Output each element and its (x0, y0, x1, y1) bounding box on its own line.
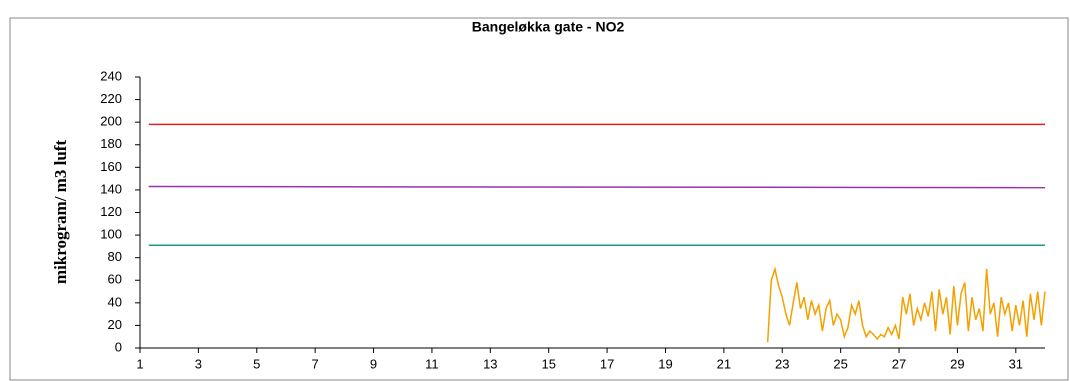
chart-title: Bangeløkka gate - NO2 (472, 19, 625, 35)
chart-frame (9, 17, 1069, 381)
y-tick-label: 0 (115, 339, 122, 354)
y-tick-label: 220 (100, 91, 122, 106)
y-tick-label: 80 (108, 249, 122, 264)
x-tick-label: 23 (775, 356, 789, 371)
y-tick-label: 100 (100, 227, 122, 242)
x-tick-label: 17 (600, 356, 614, 371)
y-tick-label: 180 (100, 136, 122, 151)
x-tick-label: 21 (717, 356, 731, 371)
y-tick-label: 140 (100, 181, 122, 196)
x-tick-label: 25 (833, 356, 847, 371)
x-tick-label: 7 (312, 356, 319, 371)
series-line (766, 266, 1046, 343)
x-tick-label: 29 (950, 356, 964, 371)
y-tick-label: 200 (100, 114, 122, 129)
y-tick-label: 20 (108, 317, 122, 332)
y-tick-label: 120 (100, 204, 122, 219)
x-tick-label: 5 (253, 356, 260, 371)
x-tick-label: 11 (425, 356, 439, 371)
x-tick-label: 19 (658, 356, 672, 371)
x-tick-label: 15 (541, 356, 555, 371)
y-tick-label: 160 (100, 159, 122, 174)
x-tick-label: 13 (483, 356, 497, 371)
x-tick-label: 3 (195, 356, 202, 371)
y-axis-label: mikrogram/ m3 luft (51, 140, 70, 285)
y-tick-label: 240 (100, 68, 122, 83)
x-tick-label: 1 (136, 356, 143, 371)
x-tick-label: 27 (892, 356, 906, 371)
y-tick-label: 40 (108, 294, 122, 309)
x-tick-label: 31 (1009, 356, 1023, 371)
series-line (148, 185, 1046, 189)
x-tick-label: 9 (370, 356, 377, 371)
y-tick-label: 60 (108, 272, 122, 287)
